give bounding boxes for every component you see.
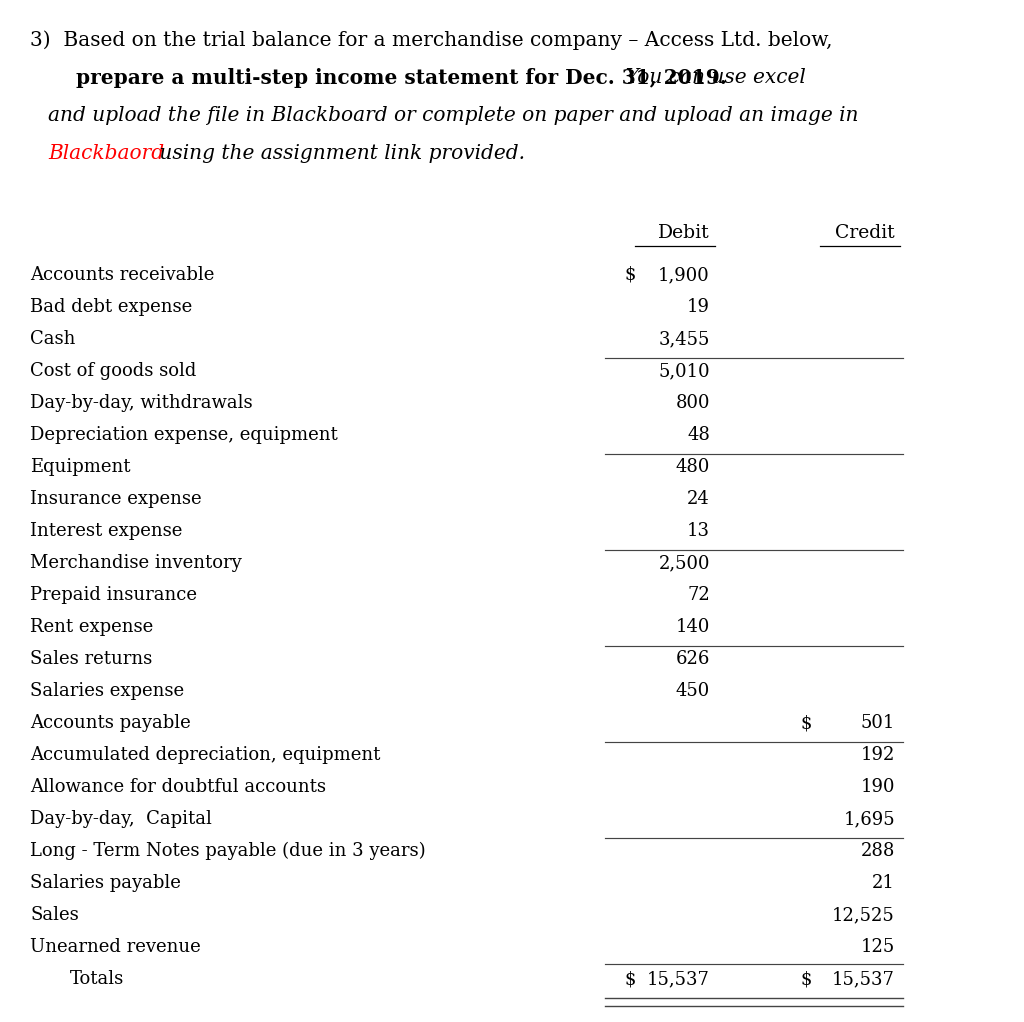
Text: 501: 501 <box>860 714 895 732</box>
Text: 3)  Based on the trial balance for a merchandise company – Access Ltd. below,: 3) Based on the trial balance for a merc… <box>30 30 833 50</box>
Text: Accounts payable: Accounts payable <box>30 714 190 732</box>
Text: 800: 800 <box>676 394 710 412</box>
Text: Salaries payable: Salaries payable <box>30 874 181 892</box>
Text: Cash: Cash <box>30 330 76 349</box>
Text: Depreciation expense, equipment: Depreciation expense, equipment <box>30 426 338 444</box>
Text: 19: 19 <box>687 298 710 316</box>
Text: 190: 190 <box>860 778 895 796</box>
Text: 72: 72 <box>687 586 710 604</box>
Text: Sales: Sales <box>30 905 79 924</box>
Text: Insurance expense: Insurance expense <box>30 490 202 508</box>
Text: 15,537: 15,537 <box>833 970 895 988</box>
Text: 48: 48 <box>687 426 710 444</box>
Text: and upload the file in Blackboard or complete on paper and upload an image in: and upload the file in Blackboard or com… <box>48 106 858 125</box>
Text: 288: 288 <box>860 842 895 860</box>
Text: Salaries expense: Salaries expense <box>30 682 184 700</box>
Text: 24: 24 <box>687 490 710 508</box>
Text: Sales returns: Sales returns <box>30 650 153 668</box>
Text: 15,537: 15,537 <box>647 970 710 988</box>
Text: Interest expense: Interest expense <box>30 522 182 540</box>
Text: Rent expense: Rent expense <box>30 618 154 636</box>
Text: 1,900: 1,900 <box>658 266 710 284</box>
Text: Prepaid insurance: Prepaid insurance <box>30 586 197 604</box>
Text: 2,500: 2,500 <box>658 554 710 572</box>
Text: Long - Term Notes payable (due in 3 years): Long - Term Notes payable (due in 3 year… <box>30 842 426 861</box>
Text: Credit: Credit <box>836 224 895 242</box>
Text: 450: 450 <box>676 682 710 700</box>
Text: Equipment: Equipment <box>30 458 130 476</box>
Text: Bad debt expense: Bad debt expense <box>30 298 193 316</box>
Text: Accounts receivable: Accounts receivable <box>30 266 214 284</box>
Text: 21: 21 <box>872 874 895 892</box>
Text: Blackbaord: Blackbaord <box>48 144 164 162</box>
Text: 140: 140 <box>676 618 710 636</box>
Text: Accumulated depreciation, equipment: Accumulated depreciation, equipment <box>30 746 380 764</box>
Text: Merchandise inventory: Merchandise inventory <box>30 554 242 572</box>
Text: prepare a multi-step income statement for Dec. 31, 2019.: prepare a multi-step income statement fo… <box>48 68 727 88</box>
Text: $: $ <box>625 266 636 284</box>
Text: 1,695: 1,695 <box>844 810 895 828</box>
Text: $: $ <box>625 970 636 988</box>
Text: 480: 480 <box>676 458 710 476</box>
Text: $: $ <box>800 970 811 988</box>
Text: 125: 125 <box>861 938 895 956</box>
Text: You can use excel: You can use excel <box>613 68 806 87</box>
Text: 12,525: 12,525 <box>833 905 895 924</box>
Text: Unearned revenue: Unearned revenue <box>30 938 201 956</box>
Text: 3,455: 3,455 <box>658 330 710 349</box>
Text: Day-by-day, withdrawals: Day-by-day, withdrawals <box>30 394 253 412</box>
Text: Allowance for doubtful accounts: Allowance for doubtful accounts <box>30 778 326 796</box>
Text: using the assignment link provided.: using the assignment link provided. <box>153 144 525 162</box>
Text: 626: 626 <box>676 650 710 668</box>
Text: Totals: Totals <box>70 970 124 988</box>
Text: Cost of goods sold: Cost of goods sold <box>30 362 197 380</box>
Text: Debit: Debit <box>658 224 710 242</box>
Text: $: $ <box>800 714 811 732</box>
Text: Day-by-day,  Capital: Day-by-day, Capital <box>30 810 212 828</box>
Text: 5,010: 5,010 <box>658 362 710 380</box>
Text: 192: 192 <box>860 746 895 764</box>
Text: 13: 13 <box>687 522 710 540</box>
